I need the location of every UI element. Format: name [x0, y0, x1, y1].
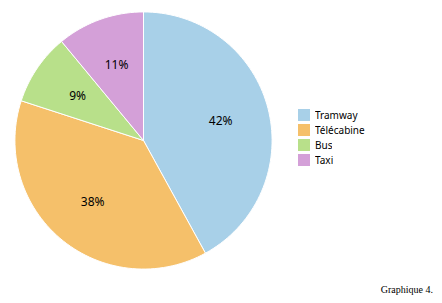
svg-text:38%: 38% — [81, 193, 105, 210]
html-text:Taxi: Taxi — [315, 152, 334, 167]
svg-text:11%: 11% — [105, 56, 129, 73]
html-text:Télécabine: Télécabine — [315, 122, 365, 137]
html-text:Graphique 4.: Graphique 4. — [380, 284, 433, 295]
html-text:Bus: Bus — [315, 137, 333, 152]
svg-text:9%: 9% — [69, 87, 86, 104]
svg-text:42%: 42% — [209, 112, 233, 129]
html-text:Tramway: Tramway — [315, 107, 358, 122]
